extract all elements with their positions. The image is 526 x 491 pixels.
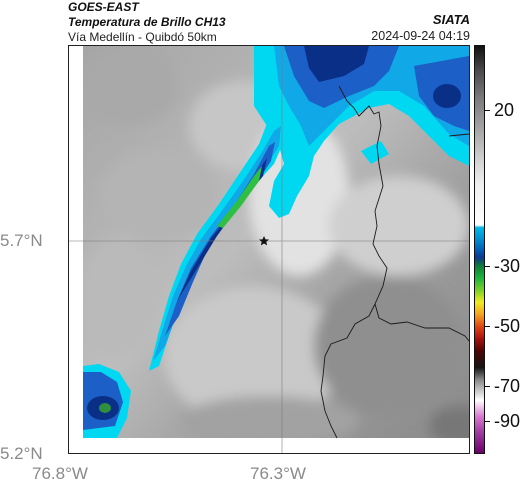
lon-tick-label: 76.8°W	[32, 464, 88, 483]
colorbar-label: -30	[494, 256, 521, 276]
colorbar-tick	[485, 386, 490, 387]
colorbar-tick	[485, 421, 490, 422]
lat-tick-label: 5.2°N	[0, 444, 43, 463]
lon-tick-label: 76.3°W	[250, 464, 306, 483]
star-icon	[259, 236, 269, 246]
gridlines	[69, 46, 469, 453]
imagery-layer	[69, 46, 469, 453]
agency-label: SIATA	[432, 12, 470, 27]
colorbar-tick	[485, 326, 490, 327]
satellite-title: GOES-EAST	[68, 0, 139, 14]
map-canvas	[69, 46, 469, 453]
colorbar-label: -50	[494, 316, 521, 336]
satellite-map[interactable]	[68, 45, 470, 454]
colorbar-tick	[485, 266, 490, 267]
cloud-band	[149, 106, 287, 371]
colorbar-label: -90	[494, 411, 521, 431]
cloud-sw	[83, 364, 131, 438]
colorbar-tick	[485, 110, 490, 111]
timestamp: 2024-09-24 04:19	[371, 29, 470, 43]
colorbar-label: 20	[494, 100, 515, 120]
lat-tick-label: 5.7°N	[0, 231, 43, 250]
cloud-ne	[254, 46, 469, 218]
colorbar-label: -70	[494, 376, 521, 396]
temperature-colorbar	[474, 45, 485, 454]
product-title: Temperatura de Brillo CH13	[68, 15, 226, 29]
region-label: Vía Medellín - Quibdó 50km	[68, 30, 217, 44]
admin-boundaries	[320, 85, 469, 439]
